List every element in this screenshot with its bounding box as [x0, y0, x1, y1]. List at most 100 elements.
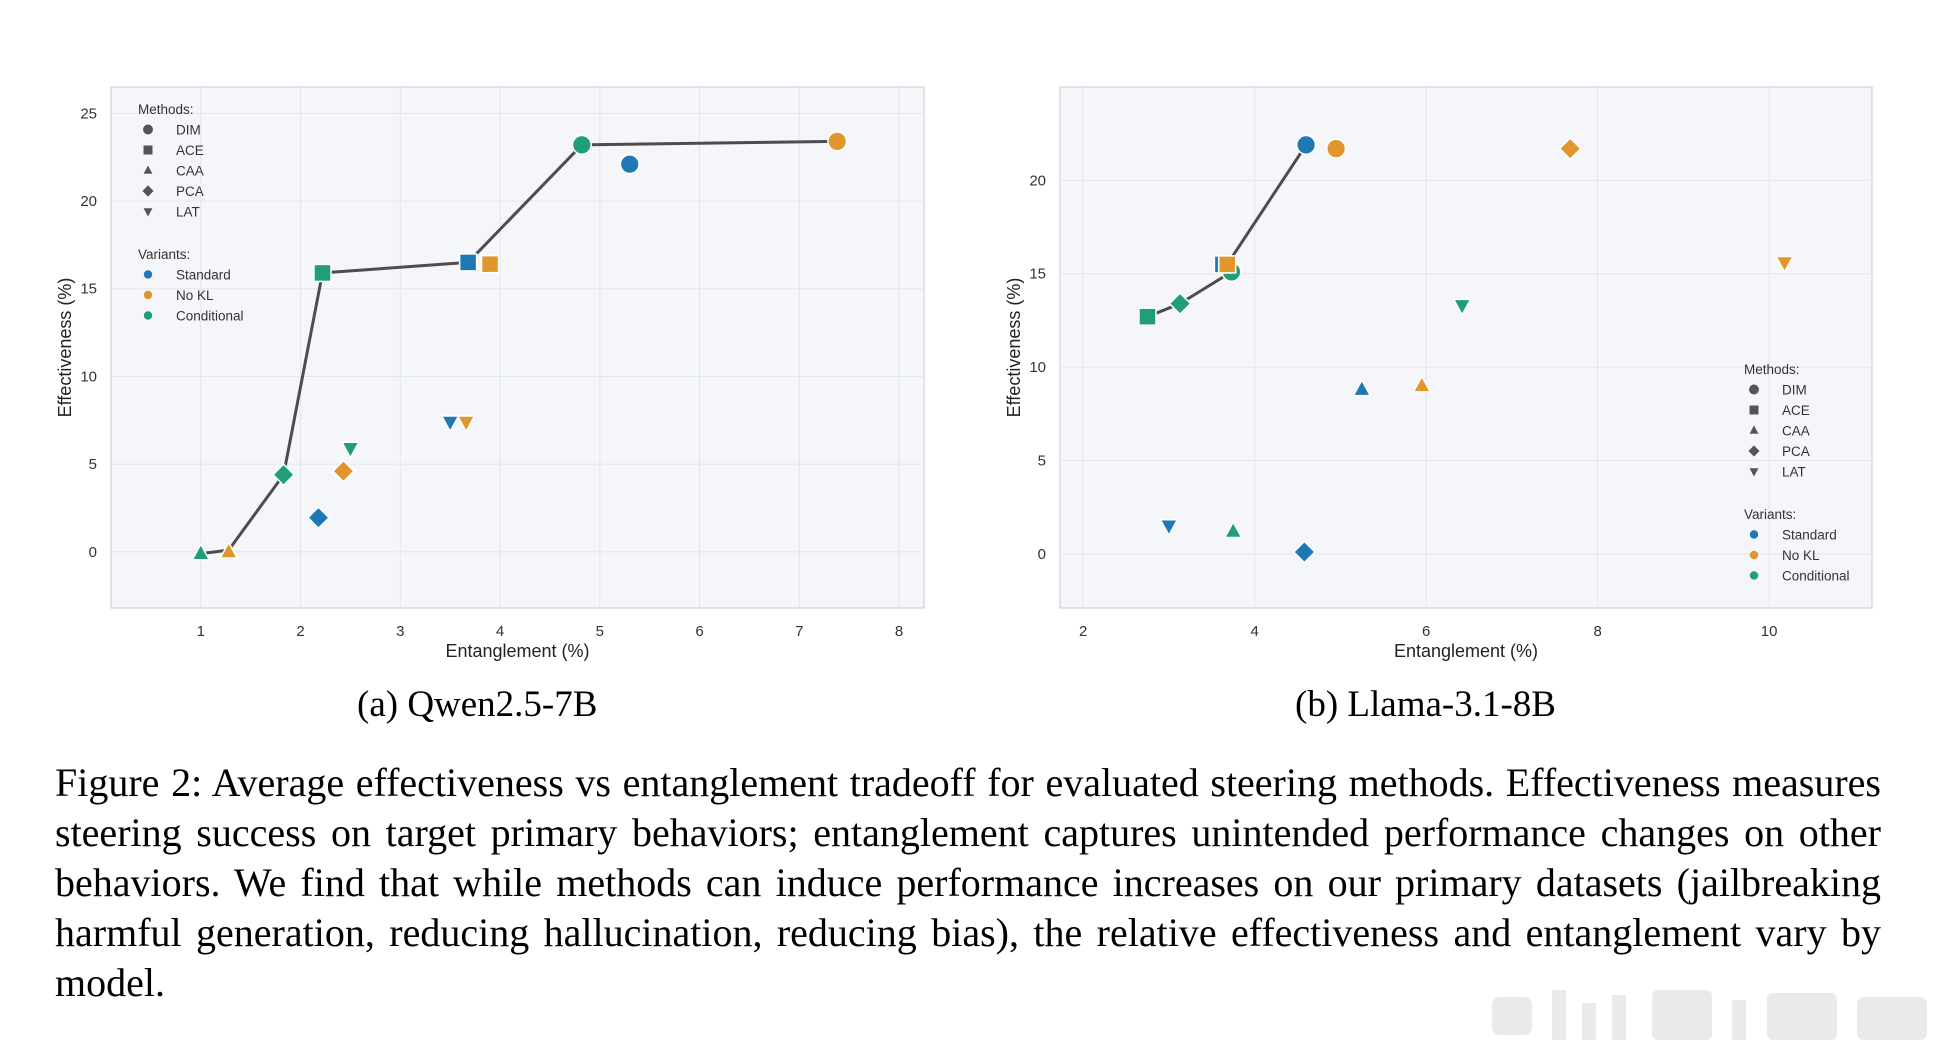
legend-marker-no-kl — [1749, 550, 1759, 560]
x-tick-label: 5 — [596, 623, 604, 640]
legend: Methods: DIM ACE CAA PCA LAT Variants: Standard… — [138, 102, 244, 324]
y-tick-label: 10 — [80, 368, 97, 385]
legend-label-dim: DIM — [1782, 383, 1807, 398]
legend-marker-pca — [142, 185, 154, 197]
point-caa-conditional — [1223, 520, 1243, 539]
point-caa-no-kl — [219, 540, 239, 559]
point-pca-no-kl — [1558, 137, 1582, 161]
x-tick-label: 2 — [1079, 623, 1087, 640]
legend-label-lat: LAT — [1782, 465, 1806, 480]
point-lat-conditional — [340, 441, 361, 460]
point-lat-no-kl — [456, 415, 476, 433]
point-dim-standard — [1295, 134, 1317, 155]
legend-marker-conditional — [1749, 571, 1759, 580]
x-tick-label: 7 — [795, 623, 803, 640]
x-tick-label: 6 — [1422, 623, 1430, 640]
legend-marker-ace — [1749, 405, 1759, 415]
legend-label-caa: CAA — [176, 164, 204, 179]
x-tick-label: 1 — [197, 623, 205, 640]
point-pca-standard — [1292, 540, 1316, 564]
y-tick-label: 20 — [80, 193, 97, 210]
point-lat-standard — [440, 415, 460, 433]
legend-label-pca: PCA — [1782, 444, 1810, 459]
point-pca-standard — [306, 506, 331, 530]
y-tick-label: 0 — [1038, 546, 1046, 563]
point-pca-no-kl — [331, 459, 356, 483]
y-axis-label: Effectiveness (%) — [1004, 278, 1024, 418]
watermark-logo — [1492, 990, 1927, 1040]
y-tick-label: 25 — [80, 105, 97, 122]
y-tick-label: 15 — [80, 281, 97, 298]
legend-label-caa: CAA — [1782, 424, 1810, 439]
legend-methods-title: Methods: — [138, 102, 194, 117]
legend-label-ace: ACE — [176, 143, 204, 158]
x-axis-label: Entanglement (%) — [1394, 641, 1538, 661]
legend-label-pca: PCA — [176, 184, 204, 199]
x-tick-label: 3 — [396, 623, 404, 640]
legend-label-no-kl: No KL — [176, 288, 214, 303]
x-axis-label: Entanglement (%) — [445, 641, 589, 661]
legend-label-standard: Standard — [1782, 528, 1837, 543]
point-dim-no-kl — [827, 131, 848, 152]
legend-label-lat: LAT — [176, 205, 200, 220]
point-dim-standard — [619, 154, 640, 175]
y-tick-label: 0 — [89, 544, 97, 561]
point-lat-no-kl — [1774, 255, 1795, 274]
x-tick-label: 8 — [1593, 623, 1601, 640]
x-tick-label: 2 — [296, 623, 304, 640]
legend-marker-dim — [143, 124, 153, 135]
point-ace-conditional — [313, 263, 332, 283]
x-tick-label: 8 — [895, 623, 903, 640]
legend-marker-pca — [1748, 445, 1760, 457]
legend-marker-ace — [143, 145, 153, 155]
point-dim-no-kl — [1325, 138, 1347, 159]
legend-label-dim: DIM — [176, 123, 201, 138]
point-ace-conditional — [1138, 307, 1157, 326]
subplot-caption-a: (a) Qwen2.5-7B — [357, 684, 598, 725]
subplot-caption-b: (b) Llama-3.1-8B — [1295, 684, 1556, 725]
plot-area — [110, 86, 925, 609]
chart-b: 2 4 6 8 10 0 5 10 15 20 Entanglement (%) Effectiven… — [1004, 86, 1873, 661]
legend-label-ace: ACE — [1782, 403, 1810, 418]
point-ace-standard — [458, 253, 478, 272]
figure-caption: Figure 2: Average effectiveness vs entan… — [55, 760, 1881, 1005]
plot-area — [1059, 86, 1873, 609]
point-ace-no-kl — [1217, 255, 1237, 274]
legend-label-no-kl: No KL — [1782, 548, 1820, 563]
y-tick-label: 15 — [1029, 266, 1046, 283]
point-lat-standard — [1159, 519, 1179, 537]
x-tick-label: 6 — [695, 623, 703, 640]
legend-marker-lat — [143, 208, 153, 217]
y-tick-label: 10 — [1029, 359, 1046, 376]
legend-variants-title: Variants: — [1744, 507, 1796, 522]
legend-label-standard: Standard — [176, 268, 231, 283]
point-ace-no-kl — [480, 254, 500, 274]
point-pca-conditional — [271, 463, 296, 487]
x-tick-label: 4 — [496, 623, 504, 640]
point-caa-conditional — [191, 542, 211, 561]
x-tick-label: 4 — [1250, 623, 1258, 640]
chart-a: 1 2 3 4 5 6 7 8 0 5 10 15 20 25 Entanglement (%) Effect… — [55, 86, 925, 661]
legend-marker-dim — [1749, 384, 1759, 395]
legend-marker-caa — [1749, 425, 1759, 434]
legend-label-conditional: Conditional — [1782, 569, 1850, 584]
legend: Methods: DIM ACE CAA PCA LAT Variants: Standard… — [1744, 362, 1850, 584]
legend-marker-caa — [143, 165, 153, 174]
legend-marker-standard — [1749, 530, 1759, 539]
legend-marker-no-kl — [143, 290, 153, 300]
y-tick-label: 20 — [1029, 172, 1046, 189]
y-axis-label: Effectiveness (%) — [55, 278, 75, 418]
point-pca-conditional — [1168, 292, 1192, 316]
x-tick-label: 10 — [1761, 623, 1778, 640]
legend-marker-conditional — [143, 311, 153, 320]
legend-marker-lat — [1749, 468, 1759, 477]
legend-marker-standard — [143, 270, 153, 279]
legend-methods-title: Methods: — [1744, 362, 1800, 377]
y-tick-label: 5 — [1038, 452, 1046, 469]
point-dim-conditional — [571, 134, 592, 155]
point-caa-no-kl — [1412, 374, 1432, 393]
point-caa-standard — [1352, 378, 1372, 397]
legend-label-conditional: Conditional — [176, 309, 244, 324]
y-tick-label: 5 — [89, 456, 97, 473]
